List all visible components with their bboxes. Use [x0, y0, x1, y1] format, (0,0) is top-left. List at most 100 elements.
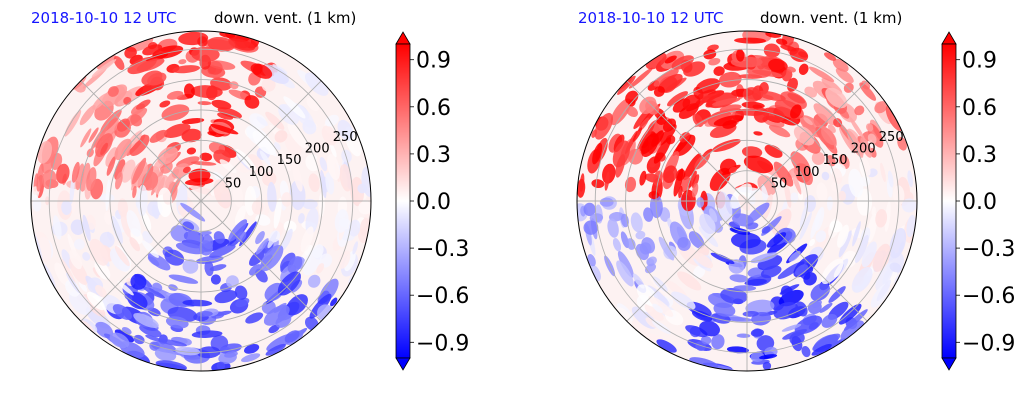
- field-cell: [907, 170, 914, 188]
- field-cell: [626, 105, 638, 118]
- field-cell: [129, 237, 140, 252]
- field-cell: [824, 52, 837, 61]
- field-cell: [170, 225, 188, 242]
- field-cell: [311, 233, 320, 255]
- field-cell: [713, 115, 744, 127]
- radial-tick-label: 250: [333, 130, 358, 145]
- field-cell: [325, 172, 335, 195]
- field-cell: [124, 47, 137, 59]
- field-cell: [164, 249, 185, 266]
- field-cell: [214, 290, 238, 304]
- field-cell: [255, 238, 269, 255]
- field-cell: [228, 38, 256, 51]
- field-cell: [281, 192, 292, 207]
- field-cell: [838, 190, 847, 202]
- field-cell: [711, 334, 725, 350]
- field-cell: [182, 221, 195, 232]
- field-cell: [641, 133, 659, 158]
- field-cell: [876, 279, 892, 302]
- panel-1-time-title: 2018-10-10 12 UTC: [31, 9, 177, 27]
- field-cell: [692, 174, 700, 189]
- field-cell: [788, 250, 801, 262]
- field-cell: [591, 179, 605, 189]
- field-cell: [319, 156, 328, 172]
- field-cell: [653, 86, 665, 97]
- field-cell: [773, 301, 799, 320]
- field-cell: [658, 236, 675, 261]
- field-cell: [157, 187, 173, 218]
- field-cell: [653, 137, 672, 164]
- field-cell: [86, 167, 97, 191]
- field-cell: [781, 324, 802, 332]
- angular-gridline: [626, 200, 748, 322]
- field-cell: [80, 128, 92, 148]
- radial-tick-label: 200: [305, 142, 330, 157]
- field-cell: [854, 105, 865, 116]
- field-cell: [812, 300, 822, 308]
- field-cell: [325, 114, 339, 127]
- angular-gridline: [200, 80, 322, 202]
- field-cell: [851, 267, 873, 293]
- field-cell: [745, 202, 770, 224]
- field-cell: [810, 282, 831, 302]
- panel-2-variable-title: down. vent. (1 km): [760, 9, 903, 27]
- field-cell: [630, 212, 643, 233]
- field-cell: [126, 210, 141, 237]
- field-cell: [901, 198, 917, 213]
- field-cell: [163, 123, 191, 138]
- field-cell: [86, 291, 105, 311]
- field-cell: [821, 258, 844, 284]
- field-cell: [835, 68, 854, 84]
- field-cell: [104, 211, 113, 225]
- field-cell: [766, 232, 787, 248]
- field-cell: [111, 215, 123, 244]
- field-cell: [249, 248, 267, 266]
- field-cell: [657, 73, 683, 93]
- field-cell: [92, 267, 101, 278]
- field-cell: [635, 230, 646, 240]
- field-cell: [88, 127, 99, 143]
- field-cell: [884, 201, 891, 232]
- field-cell: [712, 139, 741, 152]
- field-cell: [735, 186, 760, 193]
- field-cell: [109, 248, 131, 272]
- field-cell: [133, 313, 159, 328]
- field-cell: [245, 312, 264, 324]
- field-cell: [318, 191, 325, 217]
- field-cell: [199, 152, 213, 162]
- field-cell: [610, 98, 632, 126]
- field-cell: [232, 184, 244, 208]
- field-cell: [139, 325, 162, 338]
- field-cell: [627, 148, 644, 165]
- field-cell: [759, 354, 778, 360]
- radial-tick-label: 50: [225, 176, 242, 191]
- field-cell: [838, 127, 856, 154]
- field-cell: [151, 204, 160, 219]
- field-cell: [114, 159, 126, 180]
- field-cell: [630, 316, 650, 335]
- field-cell: [653, 68, 679, 87]
- field-cell: [198, 240, 213, 256]
- field-cell: [653, 170, 663, 186]
- field-cell: [747, 267, 765, 278]
- field-cell: [753, 131, 763, 136]
- field-cell: [688, 231, 705, 249]
- field-cell: [861, 241, 877, 268]
- field-cell: [71, 161, 80, 183]
- field-cell: [96, 54, 117, 70]
- field-cell: [799, 211, 812, 240]
- field-cell: [165, 316, 189, 329]
- field-cell: [768, 58, 788, 73]
- field-cell: [105, 179, 111, 212]
- field-cell: [636, 123, 655, 150]
- field-cell: [688, 170, 697, 188]
- field-cell: [184, 177, 214, 186]
- field-cell: [763, 43, 781, 58]
- field-cell: [307, 274, 321, 288]
- field-cell: [213, 149, 231, 165]
- field-cell: [316, 263, 325, 274]
- field-cell: [168, 274, 199, 284]
- radial-tick-label: 150: [277, 153, 302, 168]
- field-cell: [768, 124, 791, 138]
- field-cell: [261, 77, 276, 92]
